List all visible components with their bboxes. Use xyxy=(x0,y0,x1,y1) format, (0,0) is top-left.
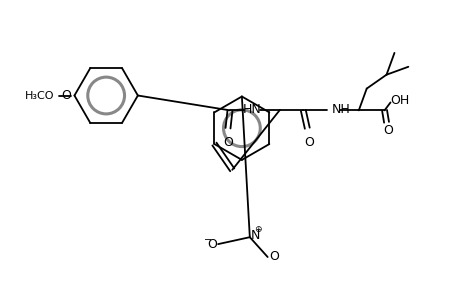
Text: HN: HN xyxy=(242,103,261,116)
Text: O: O xyxy=(207,238,217,250)
Text: ⊕: ⊕ xyxy=(253,225,261,234)
Text: O: O xyxy=(383,124,392,137)
Text: N: N xyxy=(250,229,260,242)
Text: O: O xyxy=(304,136,313,149)
Text: −: − xyxy=(204,235,212,245)
Text: O: O xyxy=(62,89,71,102)
Text: O: O xyxy=(269,250,279,262)
Text: H₃CO: H₃CO xyxy=(25,91,55,100)
Text: OH: OH xyxy=(390,94,409,107)
Text: O: O xyxy=(223,136,232,149)
Text: NH: NH xyxy=(331,103,350,116)
